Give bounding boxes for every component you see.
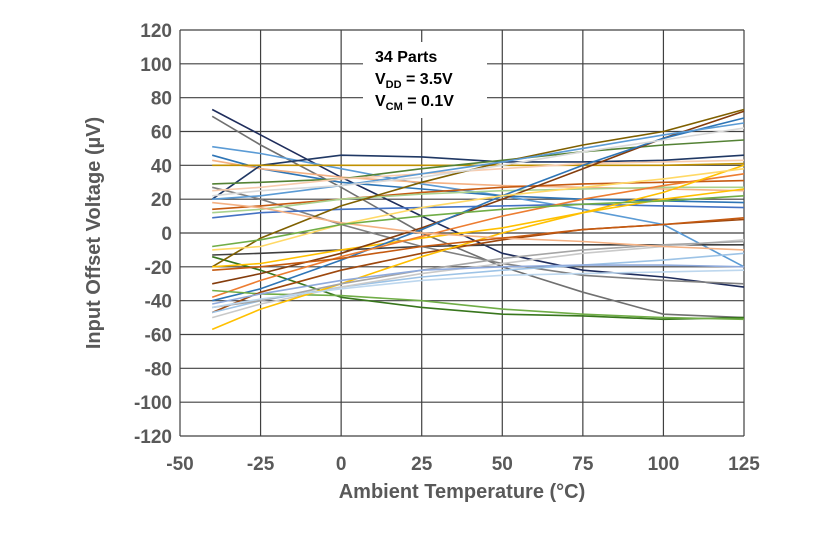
- x-tick-label: 75: [572, 454, 594, 475]
- series-line-31: [212, 122, 745, 200]
- annotation-vcm: VCM = 0.1V: [375, 93, 454, 113]
- series-line-5: [212, 159, 745, 192]
- y-tick-label: -120: [134, 427, 172, 448]
- x-tick-label: 0: [336, 454, 347, 475]
- series-line-25: [211, 164, 745, 331]
- y-tick-label: -40: [145, 292, 172, 313]
- y-tick-label: 40: [151, 156, 172, 177]
- x-tick-label: -50: [166, 454, 193, 475]
- annotation-box: 34 Parts VDD = 3.5V VCM = 0.1V: [363, 42, 487, 118]
- x-axis-label: Ambient Temperature (°C): [339, 481, 586, 503]
- series-line-32: [212, 127, 745, 197]
- series-line-6: [211, 154, 745, 200]
- y-tick-label: -20: [145, 258, 172, 279]
- y-tick-label: 100: [140, 55, 172, 76]
- series-line-30: [212, 201, 745, 251]
- y-tick-label: 80: [151, 89, 172, 110]
- series-line-9: [212, 186, 745, 285]
- x-tick-label: 100: [648, 454, 680, 475]
- series-line-2: [211, 115, 745, 319]
- series-line-8: [212, 139, 745, 185]
- series-lines: [211, 108, 745, 331]
- y-tick-label: -100: [134, 393, 172, 414]
- y-tick-label: 60: [151, 123, 172, 144]
- series-line-20: [211, 173, 745, 299]
- y-tick-label: 0: [161, 224, 172, 245]
- series-line-29: [212, 167, 745, 251]
- tick-labels: -120 -100 -80 -60 -40 -20 0 20 40 60 80 100 120 -50 -2…: [134, 21, 760, 475]
- series-line-28: [212, 269, 745, 309]
- y-tick-label: -80: [145, 359, 172, 380]
- annotation-parts: 34 Parts: [375, 49, 437, 66]
- x-tick-label: 50: [492, 454, 513, 475]
- y-tick-label: -60: [145, 326, 172, 347]
- annotation-vdd: VDD = 3.5V: [375, 71, 453, 91]
- series-line-33: [212, 195, 745, 248]
- series-line-27: [212, 264, 745, 305]
- y-tick-label: 120: [140, 21, 172, 42]
- x-tick-label: 25: [411, 454, 433, 475]
- series-line-15: [211, 255, 745, 321]
- series-line-13: [212, 203, 745, 219]
- series-line-21: [212, 289, 745, 321]
- series-line-11: [212, 179, 745, 211]
- y-axis-label: Input Offset Voltage (µV): [83, 117, 105, 349]
- x-tick-label: -25: [247, 454, 275, 475]
- series-line-16: [211, 108, 745, 268]
- series-line-1: [211, 108, 745, 288]
- x-tick-label: 125: [728, 454, 760, 475]
- series-line-34: [212, 217, 745, 271]
- y-tick-label: 20: [151, 190, 172, 211]
